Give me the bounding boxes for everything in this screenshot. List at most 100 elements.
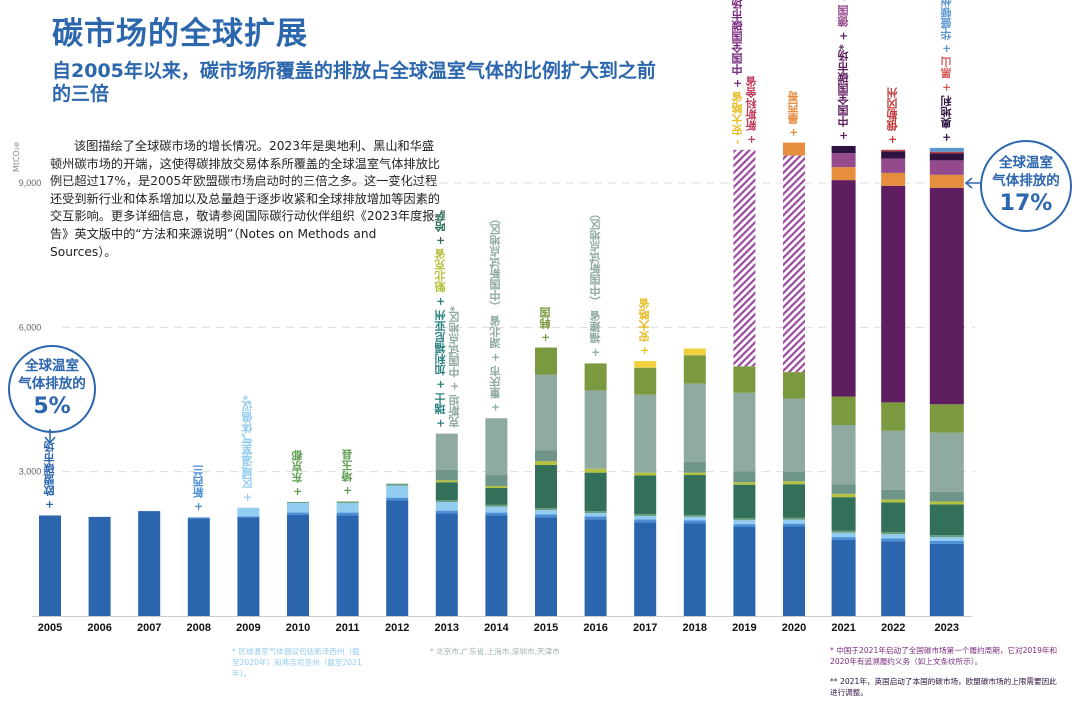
annotation-label: + 奥地利 + 黑山 + 华盛顿州 [940, 0, 953, 142]
bar-segment [683, 348, 706, 356]
bar-segment [386, 500, 409, 616]
bar-segment [831, 145, 856, 154]
page-subtitle: 自2005年以来，碳市场所覆盖的排放占全球温室气体的比例扩大到之前的三倍 [52, 60, 656, 105]
x-tick-label: 2016 [583, 622, 607, 634]
annotation-part: + 埼玉县 [340, 449, 354, 496]
bar-segment [535, 347, 557, 375]
bar-segment [634, 519, 657, 523]
bar-segment [435, 510, 458, 514]
badge-line2: 气体排放的 [18, 376, 86, 392]
bar-segment [584, 472, 607, 512]
annotation-part: + 韩国 [539, 306, 552, 342]
x-tick-label: 2011 [336, 622, 360, 634]
bar-segment [485, 486, 508, 489]
annotation-part: + 安大略省 [638, 298, 652, 356]
bar-segment [929, 432, 964, 492]
bar-segment [584, 511, 607, 514]
x-tick-label: 2018 [683, 622, 707, 634]
bars [39, 142, 964, 616]
badge-line1: 全球温室 [25, 358, 79, 374]
bar-segment [929, 187, 964, 405]
bar-segment [683, 523, 706, 616]
bar-segment [831, 153, 856, 168]
bar-segment [929, 151, 964, 154]
bar-segment [783, 155, 805, 373]
annotation-part: + 中国全国碳市场 [731, 0, 745, 92]
bar-segment [733, 484, 756, 519]
bar-segment [634, 394, 657, 473]
badge-line2: 气体排放的 [992, 173, 1060, 189]
bar-segment [187, 518, 210, 616]
bar-segment [929, 147, 964, 152]
bar-segment [634, 472, 657, 476]
bar-segment [386, 483, 409, 486]
annotation-label: + 重庆市 + 湖北省 （中国新试点地区） [489, 213, 502, 412]
x-axis-labels: 2005 2006 2007 2008 2009 2010 2011 2012 2013 2014… [38, 622, 959, 634]
bar-segment [831, 167, 856, 181]
bar-segment [435, 482, 458, 501]
annotation-label: + 福建省 （中国新试点地区） [589, 208, 602, 357]
bar-segment [485, 504, 508, 507]
bar-segment [733, 524, 756, 527]
bar-segment [634, 361, 657, 368]
bar-segment [831, 532, 856, 538]
bar-segment [435, 469, 458, 481]
bar-segment [336, 512, 359, 516]
bar-segment [287, 502, 309, 513]
bar-segment [634, 475, 657, 515]
badge-percent: 5% [33, 394, 71, 419]
bar-segment [386, 497, 409, 501]
bar-segment [435, 500, 458, 502]
bar-segment [929, 535, 964, 538]
bar-segment [237, 507, 260, 517]
bar-segment [831, 396, 856, 425]
bar-segment [831, 493, 856, 498]
bar-segment [535, 510, 557, 515]
bar-segment [733, 520, 756, 525]
bar-segment [929, 404, 964, 433]
annotation-part: 克斯坦 + 中国试点地区* [447, 305, 461, 428]
bar-segment [881, 532, 906, 535]
bar-segment [783, 517, 805, 520]
annotation-part: + 新西兰 [191, 465, 205, 512]
annotation-part: + 奥地利 [939, 95, 953, 142]
bar-segment [138, 511, 161, 616]
bar-segment [831, 180, 856, 397]
bar-segment [783, 484, 805, 518]
bar-segment [733, 526, 756, 616]
bar-segment [881, 489, 906, 500]
bar-segment [435, 480, 458, 483]
annotation-label: + 埼玉县 [341, 449, 354, 495]
bar-segment [929, 537, 964, 541]
bar-segment [831, 497, 856, 531]
bar-segment [485, 515, 508, 616]
bar-segment [237, 517, 260, 616]
x-tick-label: 2006 [87, 622, 111, 634]
bar-segment [683, 475, 706, 515]
bar-segment [683, 514, 706, 517]
bar-segment [39, 515, 61, 616]
annotation-part: + 黑山 [939, 56, 953, 96]
bar-segment [733, 482, 756, 485]
bar-segment [237, 516, 260, 518]
x-tick-label: 2009 [236, 622, 260, 634]
annotation-label: + 东京都 [291, 450, 304, 496]
bar-segment [929, 491, 964, 502]
bar-segment [929, 543, 964, 616]
x-tick-label: 2005 [38, 622, 62, 634]
x-tick-label: 2021 [831, 622, 855, 634]
annotation-label: + 俄勒冈州 [886, 87, 899, 144]
bar-segment [683, 383, 706, 463]
bar-segment [831, 530, 856, 533]
bar-segment [929, 174, 964, 188]
share-badge-2005: 全球温室 气体排放的 5% [8, 345, 96, 433]
bar-segment [584, 519, 607, 616]
bar-segment [634, 515, 657, 520]
x-tick-label: 2014 [484, 622, 509, 634]
bar-segment [485, 512, 508, 516]
annotation-label: + 韩国 [539, 307, 552, 342]
bar-segment [336, 501, 359, 503]
bar-segment [733, 149, 756, 367]
bar-segment [535, 450, 557, 462]
